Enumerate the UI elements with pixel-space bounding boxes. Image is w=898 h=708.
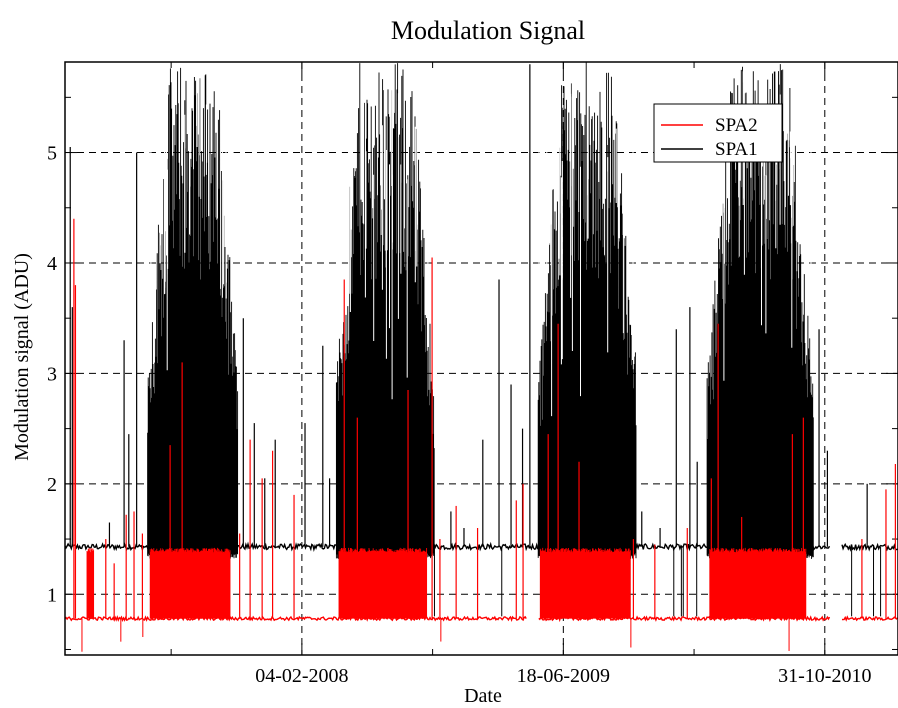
active-period [539,547,631,619]
series-spa2 [64,218,898,652]
x-axis-label: Date [464,685,502,707]
legend-label-spa2: SPA2 [715,115,758,136]
y-axis-label: Modulation signal (ADU) [11,253,33,461]
active-period-gap [538,78,634,417]
active-period [86,547,95,619]
x-tick-label: 18-06-2009 [517,665,610,687]
x-tick-label: 31-10-2010 [778,665,871,687]
y-tick-label: 3 [47,363,57,385]
tick-labels: 1 2 3 4 5 04-02-2008 18-06-2009 31-10-2010 [47,143,871,687]
y-tick-label: 2 [47,474,57,496]
legend-label-spa1: SPA1 [715,139,758,160]
active-period [335,63,435,559]
active-period-gap [148,63,234,371]
legend: SPA2 SPA1 [653,103,783,163]
plot-frame [64,61,898,656]
active-period-gap [340,64,429,400]
y-tick-label: 5 [47,143,57,165]
active-period [147,67,239,559]
active-period [338,547,428,619]
active-period [537,62,637,559]
x-tick-label: 04-02-2008 [255,665,348,687]
chart-title: Modulation Signal [391,16,585,45]
y-tick-label: 4 [47,253,57,275]
series-layer [64,62,898,652]
ticks [65,62,898,655]
active-period [709,547,807,619]
y-tick-label: 1 [47,584,57,606]
legend-box [653,103,783,163]
active-period [149,547,231,619]
